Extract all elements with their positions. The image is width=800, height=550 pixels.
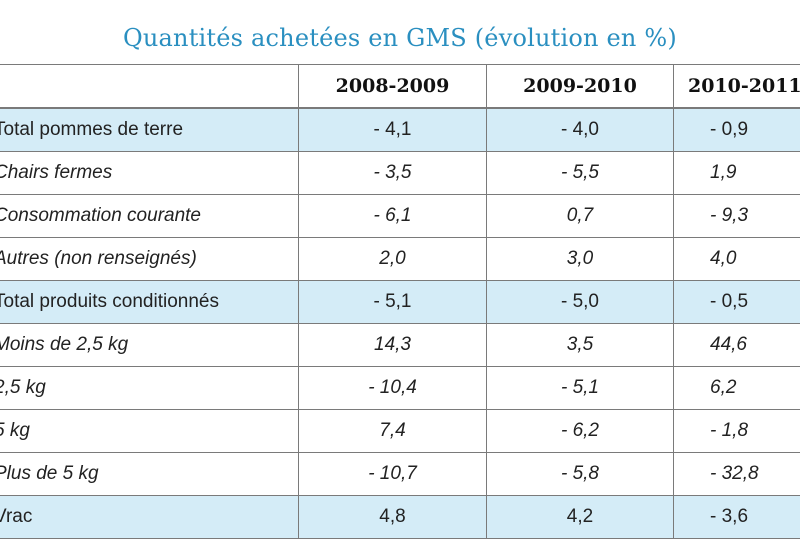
header-cell-label — [0, 65, 299, 107]
table-header-row: 2008-2009 2009-2010 2010-2011 — [0, 64, 800, 108]
row-value-cell: - 4,1 — [299, 109, 487, 151]
table-row: Total pommes de terre - 4,1- 4,0- 0,9 — [0, 108, 800, 152]
table-row: Chairs fermes - 3,5- 5,5 1,9 — [0, 152, 800, 195]
row-value-cell: - 0,5 — [674, 281, 800, 323]
row-value-cell: - 1,8 — [674, 410, 800, 452]
row-label: Total produits conditionnés — [0, 281, 299, 323]
row-value-cell: - 5,0 — [487, 281, 674, 323]
row-value-cell: 3,0 — [487, 238, 674, 280]
row-value-cell: 3,5 — [487, 324, 674, 366]
row-label: 5 kg — [0, 410, 299, 452]
table-row: 2,5 kg- 10,4- 5,16,2 — [0, 367, 800, 410]
row-label: Consommation courante — [0, 195, 299, 237]
row-label: Autres (non renseignés) — [0, 238, 299, 280]
row-value-cell: 44,6 — [674, 324, 800, 366]
row-value-cell: - 3,5 — [299, 152, 487, 194]
table-row: Plus de 5 kg - 10,7- 5,8- 32,8 — [0, 453, 800, 496]
header-cell-2009-2010: 2009-2010 — [487, 65, 674, 107]
row-value-cell: - 5,8 — [487, 453, 674, 495]
row-value-cell: - 3,6 — [674, 496, 800, 538]
row-value-cell: - 6,2 — [487, 410, 674, 452]
row-value-cell: 4,8 — [299, 496, 487, 538]
row-value-cell: - 5,5 — [487, 152, 674, 194]
row-label: Chairs fermes — [0, 152, 299, 194]
row-value-cell: - 5,1 — [299, 281, 487, 323]
row-value-cell: 4,2 — [487, 496, 674, 538]
row-value-cell: 6,2 — [674, 367, 800, 409]
row-value-cell: - 10,4 — [299, 367, 487, 409]
row-value-cell: - 4,0 — [487, 109, 674, 151]
row-value-cell: 7,4 — [299, 410, 487, 452]
header-cell-2010-2011: 2010-2011 — [674, 65, 800, 107]
table-title: Quantités achetées en GMS (évolution en … — [123, 24, 677, 52]
row-label: Plus de 5 kg — [0, 453, 299, 495]
table-row: Total produits conditionnés - 5,1- 5,0- 0… — [0, 281, 800, 324]
row-label: Vrac — [0, 496, 299, 538]
table-row: Autres (non renseignés) 2,0 3,0 4,0 — [0, 238, 800, 281]
row-label: Total pommes de terre — [0, 109, 299, 151]
row-label: 2,5 kg — [0, 367, 299, 409]
table-row: Moins de 2,5 kg 14,3 3,5 44,6 — [0, 324, 800, 367]
row-value-cell: - 0,9 — [674, 109, 800, 151]
row-value-cell: 1,9 — [674, 152, 800, 194]
row-value-cell: 2,0 — [299, 238, 487, 280]
row-value-cell: - 9,3 — [674, 195, 800, 237]
row-value-cell: - 5,1 — [487, 367, 674, 409]
data-table: 2008-2009 2009-2010 2010-2011 Total pomm… — [0, 64, 800, 539]
table-row: 5 kg7,4- 6,2- 1,8 — [0, 410, 800, 453]
table-row: Consommation courante - 6,1 0,7- 9,3 — [0, 195, 800, 238]
row-value-cell: - 10,7 — [299, 453, 487, 495]
row-value-cell: 4,0 — [674, 238, 800, 280]
row-value-cell: - 32,8 — [674, 453, 800, 495]
row-value-cell: 0,7 — [487, 195, 674, 237]
row-label: Moins de 2,5 kg — [0, 324, 299, 366]
row-value-cell: 14,3 — [299, 324, 487, 366]
row-value-cell: - 6,1 — [299, 195, 487, 237]
table-row: Vrac4,84,2- 3,6 — [0, 496, 800, 539]
header-cell-2008-2009: 2008-2009 — [299, 65, 487, 107]
